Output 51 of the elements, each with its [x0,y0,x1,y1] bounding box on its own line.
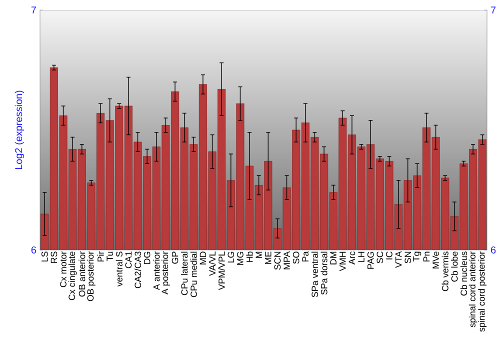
x-tick-label: VTA [395,251,402,268]
x-tick-label: RS [50,252,58,263]
x-tick-label: spinal cord anterior [468,251,478,328]
x-tick-label: CA1 [125,252,132,268]
y2-tick-label: 7 [491,6,496,14]
x-tick-label: Cx cingulate [68,252,77,300]
x-tick-label: CPu lateral [181,252,188,296]
x-tick-label: SO [292,252,300,264]
x-tick-label: Tg [413,252,422,262]
x-tick-label: IC [386,252,392,260]
x-tick-label: M [256,252,262,258]
x-tick-label: Cb nucleus [460,252,468,296]
x-tick-label: Tu [106,252,113,262]
x-tick-label: SCN [274,252,281,270]
x-tick-label: PAG [367,252,374,269]
x-tick-label: MVe [432,252,439,268]
x-tick-label: LS [41,252,48,262]
x-tick-label: CA2/CA3 [134,252,142,288]
x-tick-label: Pir [97,251,104,262]
x-tick-label: A anterior [153,251,160,290]
x-tick-label: Hb [246,252,253,262]
x-tick-label: Pa [302,251,309,262]
y-axis-title: Log2 (expression) [14,90,24,170]
x-tick-label: A posterior [162,251,170,295]
x-tick-label: SC [376,252,384,264]
x-tick-label: SPa dorsal [320,252,328,295]
x-tick-label: ventral S [116,252,122,287]
x-tick-label: VA/VL [208,251,216,276]
x-tick-label: LG [228,252,234,262]
x-tick-label: DG [144,252,150,264]
x-tick-label: DM [330,252,336,264]
x-tick-label: MD [200,252,206,264]
x-tick-label: MPA [284,251,290,270]
x-tick-label: OB posterior [87,251,96,302]
x-tick-label: Cb vermis [442,252,448,292]
x-tick-label: MG [237,252,244,265]
x-tick-label: GP [172,252,178,264]
x-tick-label: VPM/VPL [218,251,225,290]
x-tick-label: Pn [423,252,430,262]
x-tick-label: SN [404,252,412,264]
x-tick-label: Cb lobe [451,252,458,282]
x-tick-label: CPu medial [190,252,197,298]
y2-tick-label: 6 [491,246,496,254]
x-tick-label: OB anterior [78,251,86,297]
x-tick-label: Cx motor [60,251,66,288]
x-tick-label: SPa ventral [311,252,318,298]
x-tick-label: Arc [348,251,356,265]
x-tick-label: LH [358,252,364,262]
x-tick-label: VMH [340,252,346,272]
x-tick-label: ME [265,252,272,264]
x-tick-label: spinal cord posterior [478,251,487,332]
